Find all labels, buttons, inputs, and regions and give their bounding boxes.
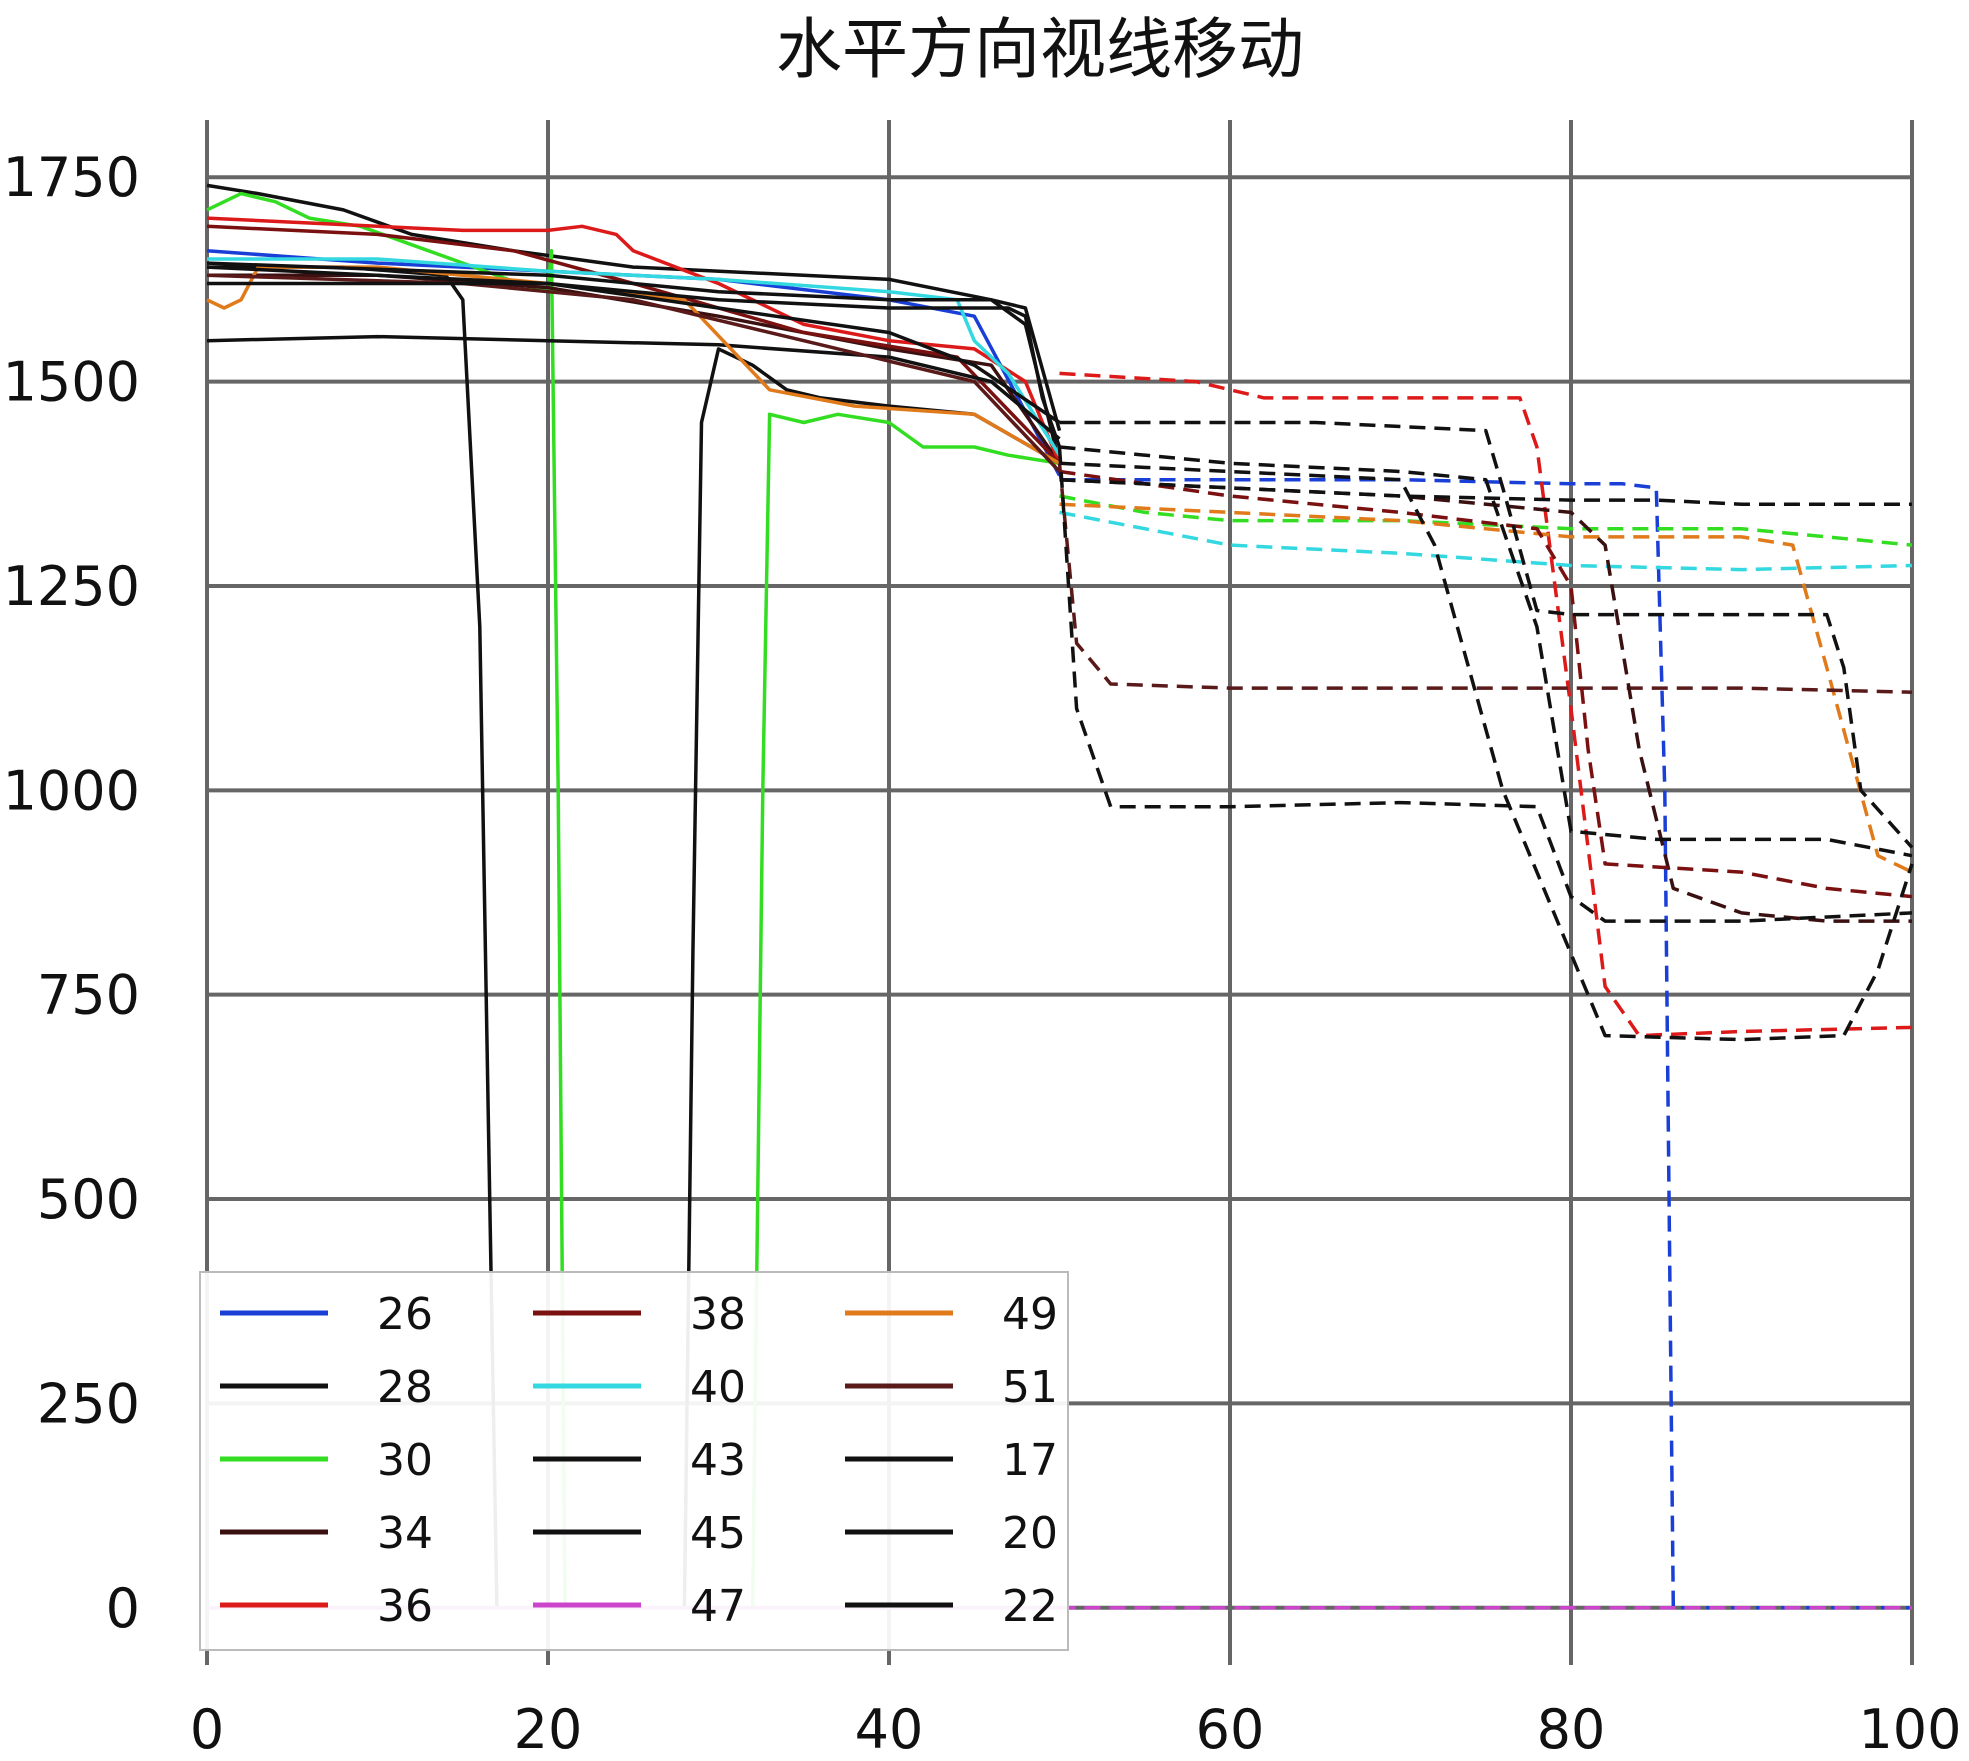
- chart-title: 水平方向视线移动: [776, 11, 1304, 88]
- series-line: [1059, 469, 1913, 899]
- legend-label: 22: [1002, 1581, 1058, 1632]
- y-tick-label: 500: [37, 1168, 140, 1231]
- series-line: [1059, 477, 1912, 923]
- series-line: [206, 261, 1062, 432]
- series-line: [206, 265, 1061, 424]
- x-tick-label: 40: [855, 1698, 924, 1761]
- legend: 26 28 30 34 36 38 40 43 45 47 49 51 17 20 22: [199, 1271, 1069, 1651]
- series-line: [1059, 420, 1914, 849]
- series-lines: [206, 183, 1914, 1610]
- legend-label: 28: [377, 1362, 433, 1413]
- series-line: [207, 257, 1061, 457]
- legend-label: 40: [690, 1362, 746, 1413]
- series-line: [1059, 502, 1913, 874]
- legend-label: 45: [690, 1508, 746, 1559]
- series-line: [207, 273, 1061, 465]
- legend-label: 20: [1002, 1508, 1058, 1559]
- y-tick-label: 1250: [3, 555, 140, 618]
- series-line: [1059, 494, 1913, 547]
- series-line: [1057, 446, 1913, 923]
- legend-label: 38: [690, 1289, 746, 1340]
- series-line: [1059, 461, 1914, 1042]
- series-line: [1057, 463, 1913, 694]
- axis-tick-labels: 0 250 500 750 1000 1250 1500 1750 0 20 40 60 80 100: [3, 146, 1962, 1761]
- series-line: [1059, 510, 1913, 572]
- y-tick-label: 1500: [3, 351, 140, 414]
- legend-label: 51: [1002, 1362, 1058, 1413]
- legend-label: 43: [690, 1435, 746, 1486]
- x-tick-label: 60: [1196, 1698, 1265, 1761]
- series-line: [206, 183, 1062, 464]
- y-tick-label: 250: [37, 1372, 140, 1435]
- legend-label: 17: [1002, 1435, 1058, 1486]
- legend-label: 47: [690, 1581, 746, 1632]
- x-tick-label: 80: [1537, 1698, 1606, 1761]
- series-line: [206, 216, 1062, 464]
- series-line: [207, 265, 1061, 1610]
- y-tick-label: 750: [37, 964, 140, 1027]
- x-tick-label: 0: [190, 1698, 224, 1761]
- x-tick-label: 100: [1858, 1698, 1961, 1761]
- legend-label: 36: [377, 1581, 433, 1632]
- legend-label: 34: [377, 1508, 433, 1559]
- y-tick-label: 1000: [3, 759, 140, 822]
- series-line: [1059, 477, 1912, 506]
- series-line: [1059, 445, 1913, 858]
- legend-label: 30: [377, 1435, 433, 1486]
- legend-label: 26: [377, 1289, 433, 1340]
- y-tick-label: 1750: [3, 146, 140, 209]
- legend-label: 49: [1002, 1289, 1058, 1340]
- series-line: [206, 334, 1061, 441]
- series-line: [1059, 371, 1913, 1038]
- series-line: [207, 281, 1062, 448]
- y-tick-label: 0: [106, 1577, 140, 1640]
- series-line: [1059, 477, 1912, 1610]
- series-line: [206, 273, 1061, 473]
- x-tick-label: 20: [514, 1698, 583, 1761]
